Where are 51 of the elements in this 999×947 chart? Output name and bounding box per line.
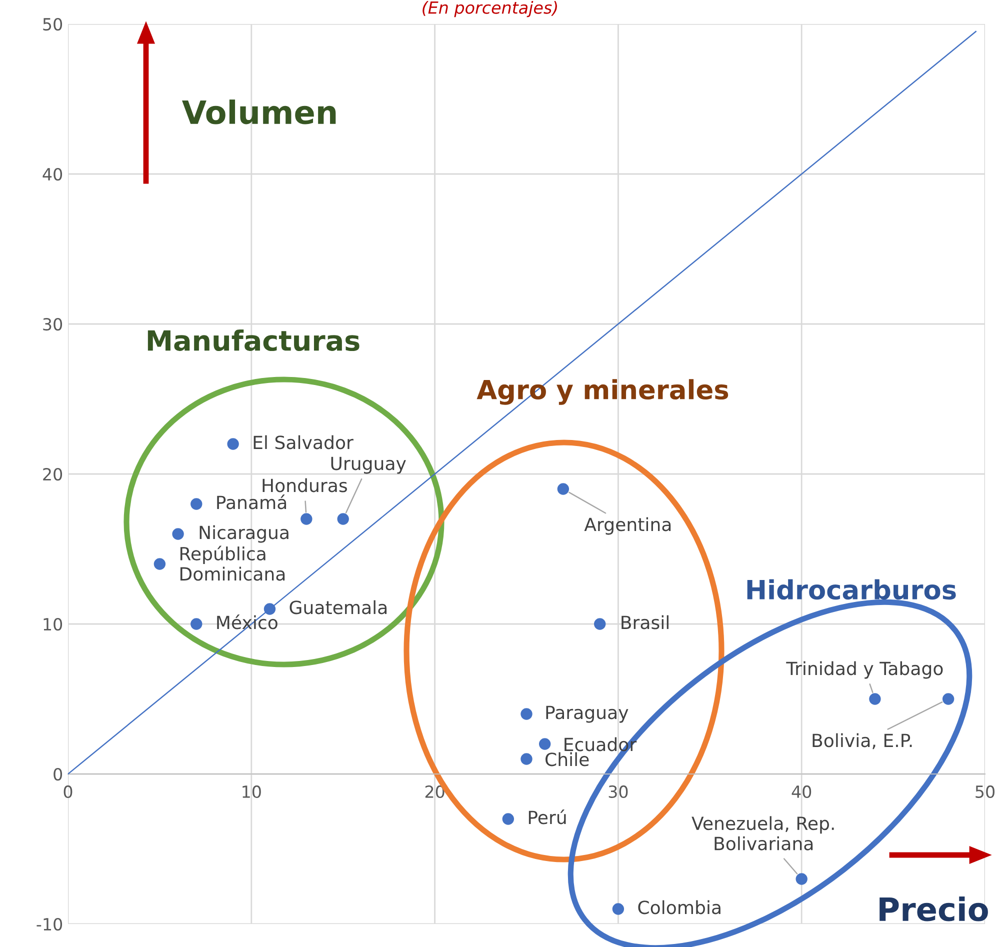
point (520, 708, 532, 720)
x-tick-label: 50 (976, 785, 994, 798)
annotation: Bolivia, E.P. (812, 733, 912, 750)
annotation: Nicaragua (200, 525, 288, 543)
point (337, 513, 349, 525)
point (190, 618, 202, 630)
annotation: República Dominicana (180, 546, 285, 581)
annotation: Precio (880, 896, 988, 922)
annotation: Hidrocarburos (747, 579, 956, 600)
y-tick-label: 0 (54, 768, 62, 781)
y-tick-label: 10 (44, 618, 62, 631)
annotation: El Salvador (254, 435, 354, 450)
annotation: Honduras (262, 478, 347, 492)
annotation: Colombia (638, 900, 720, 914)
point (869, 693, 881, 705)
annotation: Volumen (182, 100, 336, 124)
annotation: Guatemala (290, 600, 387, 614)
annotation: Paraguay (546, 706, 628, 723)
point (154, 558, 166, 570)
point (264, 603, 276, 615)
point (172, 528, 184, 540)
x-tick-label: 40 (792, 785, 812, 798)
point (612, 903, 624, 915)
x-tick-label: 0 (64, 785, 72, 798)
point (300, 513, 312, 525)
y-tick-label: 40 (42, 168, 62, 181)
point (520, 753, 532, 765)
x-tick-label: 10 (242, 785, 261, 798)
point (594, 618, 606, 630)
y-tick-label: 50 (43, 18, 62, 31)
annotation: Uruguay (331, 456, 406, 474)
annotation: Argentina (584, 517, 671, 535)
annotation: Chile (546, 752, 589, 766)
annotation: Manufacturas (148, 330, 360, 352)
y-tick-label: 30 (43, 318, 62, 331)
chart-subtitle: (En porcentajes) (422, 1, 557, 18)
point (227, 438, 239, 450)
annotation: Trinidad y Tabago (786, 661, 943, 679)
annotation: Venezuela, Rep. Bolivariana (692, 816, 834, 850)
annotation: Panamá (217, 494, 286, 510)
point (190, 498, 202, 510)
point (942, 693, 954, 705)
y-tick-label: -10 (36, 918, 62, 931)
point (796, 873, 808, 885)
annotation: Brasil (622, 615, 668, 630)
y-tick-label: 20 (43, 468, 62, 481)
point (502, 813, 514, 825)
point (557, 483, 570, 495)
x-tick-label: 30 (608, 785, 628, 798)
point (538, 738, 551, 750)
annotation: Perú (528, 810, 566, 824)
